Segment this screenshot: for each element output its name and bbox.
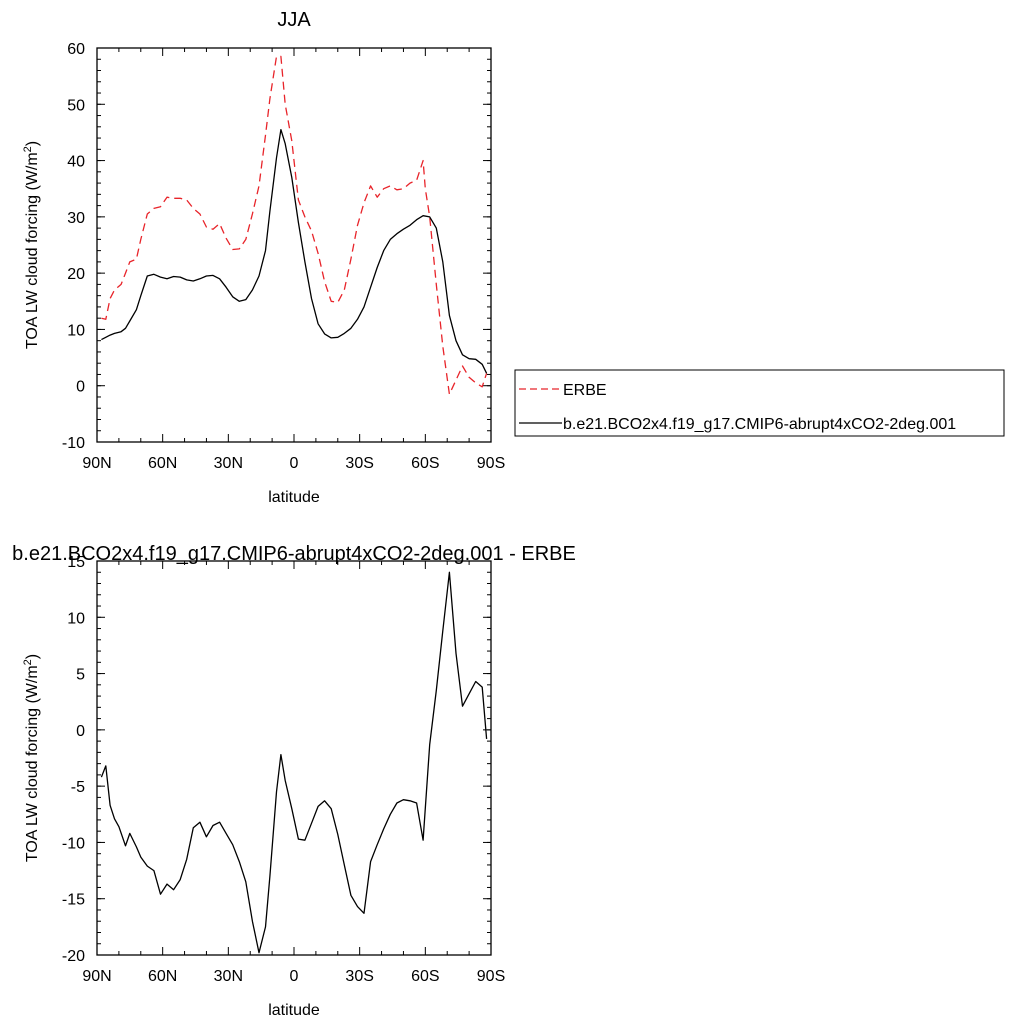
top-legend: ERBE b.e21.BCO2x4.f19_g17.CMIP6-abrupt4x… bbox=[514, 369, 1005, 437]
top-series-lines bbox=[101, 55, 488, 395]
top-plot-frame bbox=[96, 47, 492, 443]
bottom-series-lines bbox=[100, 571, 488, 954]
top-panel: JJA TOA LW cloud forcing (W/m2) latitude… bbox=[22, 9, 505, 506]
bottom-y-tick-label: 0 bbox=[76, 723, 85, 740]
bottom-plot-frame bbox=[96, 560, 492, 956]
top-y-tick-label: 50 bbox=[67, 97, 85, 114]
bottom-x-tick-label: 60N bbox=[148, 968, 177, 985]
top-y-tick-label: 0 bbox=[76, 379, 85, 396]
legend-model-label: b.e21.BCO2x4.f19_g17.CMIP6-abrupt4xCO2-2… bbox=[563, 416, 956, 433]
bottom-x-tick-label: 0 bbox=[290, 968, 299, 985]
bottom-y-tick-label: 5 bbox=[76, 667, 85, 684]
top-series-line-model bbox=[101, 128, 488, 374]
top-x-tick-label: 90N bbox=[82, 455, 111, 472]
bottom-x-tick-label: 90N bbox=[82, 968, 111, 985]
top-x-tick-label: 90S bbox=[477, 455, 505, 472]
bottom-axis-ticks: 90N 60N 30N 0 30S 60S 90S -20 -15 -10 -5 0 5 10 15 bbox=[62, 554, 505, 985]
bottom-x-tick-label: 90S bbox=[477, 968, 505, 985]
legend-box bbox=[514, 369, 1005, 437]
top-x-tick-label: 30S bbox=[345, 455, 373, 472]
bottom-y-axis-label: TOA LW cloud forcing (W/m2) bbox=[22, 654, 41, 862]
top-y-axis-label: TOA LW cloud forcing (W/m2) bbox=[22, 141, 41, 349]
bottom-y-tick-label: -10 bbox=[62, 835, 85, 852]
legend-erbe-label: ERBE bbox=[563, 382, 607, 399]
top-y-tick-label: 40 bbox=[67, 154, 85, 171]
bottom-y-tick-label: 10 bbox=[67, 610, 85, 627]
top-chart-title: JJA bbox=[277, 9, 311, 31]
top-y-tick-label: 30 bbox=[67, 210, 85, 227]
bottom-chart-title: b.e21.BCO2x4.f19_g17.CMIP6-abrupt4xCO2-2… bbox=[12, 543, 576, 565]
top-x-tick-label: 0 bbox=[290, 455, 299, 472]
top-y-tick-label: 60 bbox=[67, 41, 85, 58]
top-axis-ticks: 90N 60N 30N 0 30S 60S 90S -10 0 10 20 30 40 50 60 bbox=[62, 41, 505, 472]
top-y-tick-label: -10 bbox=[62, 435, 85, 452]
bottom-y-tick-label: 15 bbox=[67, 554, 85, 571]
top-y-tick-label: 20 bbox=[67, 266, 85, 283]
top-series-line-erbe bbox=[101, 55, 488, 395]
bottom-y-tick-label: -15 bbox=[62, 892, 85, 909]
top-y-tick-label: 10 bbox=[67, 322, 85, 339]
top-x-tick-label: 30N bbox=[214, 455, 243, 472]
bottom-y-tick-label: -5 bbox=[71, 779, 85, 796]
top-x-tick-label: 60S bbox=[411, 455, 439, 472]
bottom-panel: b.e21.BCO2x4.f19_g17.CMIP6-abrupt4xCO2-2… bbox=[12, 543, 576, 1019]
top-x-axis-label: latitude bbox=[268, 489, 320, 506]
bottom-series-line-difference bbox=[100, 571, 488, 954]
bottom-x-tick-label: 30N bbox=[214, 968, 243, 985]
bottom-x-tick-label: 60S bbox=[411, 968, 439, 985]
top-x-tick-label: 60N bbox=[148, 455, 177, 472]
bottom-x-axis-label: latitude bbox=[268, 1002, 320, 1019]
bottom-x-tick-label: 30S bbox=[345, 968, 373, 985]
bottom-y-tick-label: -20 bbox=[62, 948, 85, 965]
